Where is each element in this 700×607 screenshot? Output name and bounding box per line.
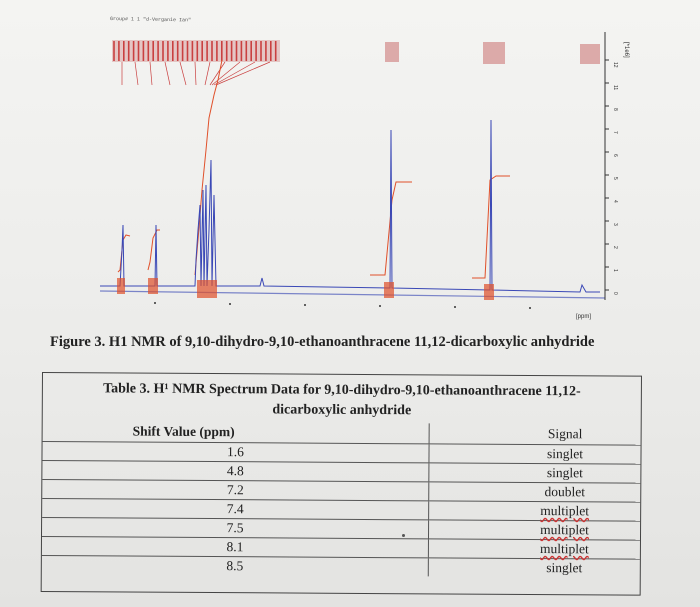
table-title: Table 3. H¹ NMR Spectrum Data for 9,10-d… xyxy=(43,379,641,423)
signal-cell: multiplet xyxy=(428,519,641,541)
table-title-line-2: dicarboxylic anhydride xyxy=(272,402,412,419)
x-axis-ticks xyxy=(154,302,531,309)
baseline xyxy=(99,290,606,299)
y-tick-label: 6 xyxy=(612,154,618,157)
shift-cell: 8.5 xyxy=(41,555,429,577)
y-tick-label: 2 xyxy=(612,246,618,249)
label-connector-lines xyxy=(121,61,271,86)
peak-label-1-6-group xyxy=(483,42,505,64)
nmr-data-table: Table 3. H¹ NMR Spectrum Data for 9,10-d… xyxy=(40,372,642,596)
y-tick-label: 4 xyxy=(612,200,618,203)
shift-cell: 7.4 xyxy=(42,498,429,520)
table-title-line-1: Table 3. H¹ NMR Spectrum Data for 9,10-d… xyxy=(103,381,581,400)
figure-caption: Figure 3. H1 NMR of 9,10-dihydro-9,10-et… xyxy=(50,334,595,350)
signal-cell: singlet xyxy=(428,443,641,465)
signal-cell: singlet xyxy=(428,557,640,578)
peak-label-right xyxy=(580,44,600,64)
nmr-spectrum-figure: Group# 1 1 "d-Verganie Ian" 121187654321… xyxy=(99,16,629,320)
signal-cell: singlet xyxy=(428,462,641,484)
spectrum-header: Group# 1 1 "d-Verganie Ian" xyxy=(110,16,191,23)
spectrum-trace xyxy=(100,119,600,293)
y-tick-label: 11 xyxy=(612,85,618,90)
y-tick-label: 8 xyxy=(612,108,618,111)
shift-table: Shift Value (ppm) Signal 1.6 singlet 4.8 s… xyxy=(41,421,641,578)
y-axis: 12 11 8 7 6 5 4 3 2 1 0 [*1e6] xyxy=(604,32,629,300)
shift-cell: 4.8 xyxy=(42,460,429,482)
y-tick-label: 7 xyxy=(612,131,618,134)
x-axis-unit: [ppm] xyxy=(576,314,591,320)
y-axis-unit: [*1e6] xyxy=(623,42,629,58)
y-tick-label: 5 xyxy=(612,177,618,180)
shift-cell: 7.2 xyxy=(42,479,429,501)
col-header-shift: Shift Value (ppm) xyxy=(42,421,430,444)
table-row: 8.5 singlet xyxy=(41,555,640,578)
integral-boxes xyxy=(117,278,494,300)
shift-cell: 7.5 xyxy=(41,517,429,539)
col-header-signal: Signal xyxy=(547,426,583,442)
shift-cell: 1.6 xyxy=(42,441,430,463)
signal-cell: multiplet xyxy=(428,500,641,522)
peak-label-4-8 xyxy=(385,42,399,62)
table-header-row: Shift Value (ppm) Signal xyxy=(42,421,641,445)
shift-cell: 8.1 xyxy=(41,536,429,558)
peak-label-cluster-left xyxy=(112,40,280,62)
signal-cell: multiplet xyxy=(428,538,640,560)
signal-cell: doublet xyxy=(428,481,641,503)
integral-curves xyxy=(117,59,510,279)
stray-mark xyxy=(402,534,405,537)
y-tick-label: 12 xyxy=(612,62,618,68)
y-tick-label: 3 xyxy=(612,223,618,226)
y-tick-label: 0 xyxy=(612,292,618,295)
y-tick-label: 1 xyxy=(612,269,618,272)
